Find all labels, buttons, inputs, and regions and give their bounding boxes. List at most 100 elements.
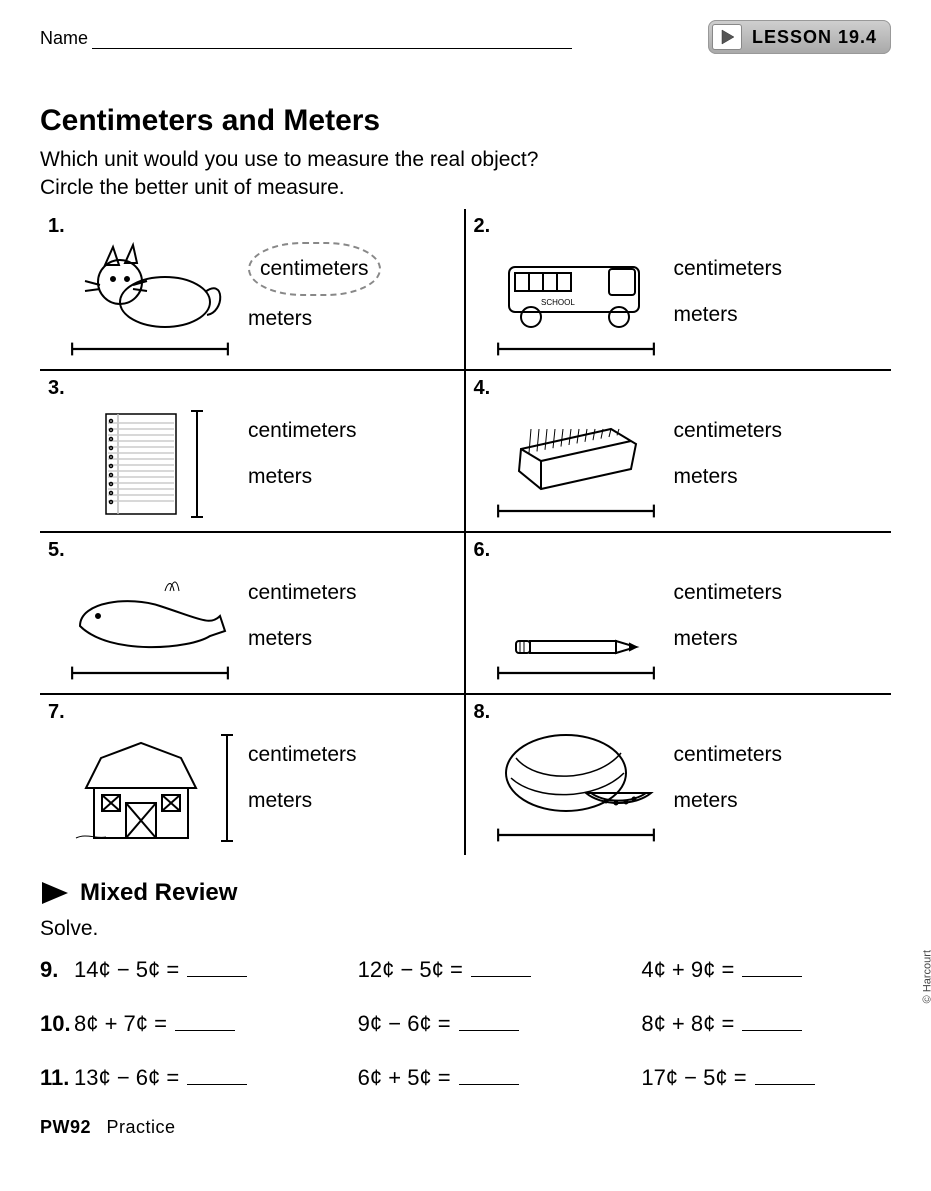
lesson-badge: LESSON 19.4 — [708, 20, 891, 54]
mixed-review-heading: Mixed Review — [40, 879, 891, 907]
choice-meters[interactable]: meters — [248, 307, 312, 330]
mr-number: 10. — [40, 1011, 74, 1037]
svg-text:SCHOOL: SCHOOL — [541, 298, 575, 307]
mixed-review-item: 4¢ + 9¢ = — [607, 955, 891, 983]
header: Name LESSON 19.4 — [40, 20, 891, 54]
question-cell: 5. centimeters meters — [40, 531, 466, 693]
question-cell: 6. centimeters meters — [466, 531, 892, 693]
mixed-review-item: 9¢ − 6¢ = — [324, 1009, 608, 1037]
mr-number: 9. — [40, 957, 74, 983]
mixed-review-item: 10.8¢ + 7¢ = — [40, 1009, 324, 1037]
answer-blank[interactable] — [755, 1063, 815, 1085]
question-number: 8. — [474, 701, 491, 724]
mr-expression: 14¢ − 5¢ = — [74, 957, 179, 982]
mixed-review-row: 10.8¢ + 7¢ = 9¢ − 6¢ = 8¢ + 8¢ = — [40, 1009, 891, 1037]
h-measure-icon — [496, 661, 656, 681]
mixed-review-item: 8¢ + 8¢ = — [607, 1009, 891, 1037]
choice-meters[interactable]: meters — [248, 465, 312, 488]
choice-centimeters[interactable]: centimeters — [674, 581, 783, 604]
mixed-review-item: 11.13¢ − 6¢ = — [40, 1063, 324, 1091]
mixed-review-row: 11.13¢ − 6¢ = 6¢ + 5¢ = 17¢ − 5¢ = — [40, 1063, 891, 1091]
mixed-review-item: 17¢ − 5¢ = — [607, 1063, 891, 1091]
question-number: 1. — [48, 215, 65, 238]
mr-expression: 13¢ − 6¢ = — [74, 1065, 179, 1090]
question-cell: 3. centimeters meters — [40, 369, 466, 531]
name-label: Name — [40, 28, 88, 49]
question-grid: 1. centimeters meters 2. — [40, 209, 891, 855]
answer-blank[interactable] — [459, 1009, 519, 1031]
question-cell: 7. centimeters meters — [40, 693, 466, 855]
object-illustration — [496, 723, 656, 823]
mr-expression: 8¢ + 7¢ = — [74, 1011, 167, 1036]
mixed-review-label: Mixed Review — [80, 879, 237, 907]
choice-meters[interactable]: meters — [674, 789, 738, 812]
answer-blank[interactable] — [187, 955, 247, 977]
mixed-review-item: 12¢ − 5¢ = — [324, 955, 608, 983]
solve-label: Solve. — [40, 917, 891, 941]
mixed-review-item: 9.14¢ − 5¢ = — [40, 955, 324, 983]
choice-centimeters[interactable]: centimeters — [248, 743, 357, 766]
answer-blank[interactable] — [459, 1063, 519, 1085]
mixed-review-row: 9.14¢ − 5¢ = 12¢ − 5¢ = 4¢ + 9¢ = — [40, 955, 891, 983]
mr-expression: 4¢ + 9¢ = — [641, 957, 734, 982]
object-illustration — [96, 409, 186, 519]
choice-centimeters[interactable]: centimeters — [674, 257, 783, 280]
object-illustration — [70, 571, 230, 661]
play-icon — [712, 24, 742, 50]
mr-number: 11. — [40, 1065, 74, 1091]
page-title: Centimeters and Meters — [40, 104, 891, 138]
answer-blank[interactable] — [742, 1009, 802, 1031]
h-measure-icon — [70, 337, 230, 357]
question-cell: 1. centimeters meters — [40, 209, 466, 369]
choice-meters[interactable]: meters — [674, 465, 738, 488]
question-number: 6. — [474, 539, 491, 562]
choice-meters[interactable]: meters — [248, 789, 312, 812]
answer-blank[interactable] — [175, 1009, 235, 1031]
name-field[interactable]: Name — [40, 28, 572, 49]
object-illustration — [506, 631, 646, 661]
answer-blank[interactable] — [471, 955, 531, 977]
question-cell: 2. SCHOOL centimeters meters — [466, 209, 892, 369]
answer-blank[interactable] — [187, 1063, 247, 1085]
mr-expression: 17¢ − 5¢ = — [641, 1065, 746, 1090]
choice-meters[interactable]: meters — [674, 627, 738, 650]
mixed-review-item: 6¢ + 5¢ = — [324, 1063, 608, 1091]
mr-expression: 12¢ − 5¢ = — [358, 957, 463, 982]
v-measure-icon — [220, 733, 234, 843]
mr-expression: 6¢ + 5¢ = — [358, 1065, 451, 1090]
mr-expression: 9¢ − 6¢ = — [358, 1011, 451, 1036]
question-number: 4. — [474, 377, 491, 400]
lesson-label: LESSON 19.4 — [752, 27, 877, 48]
copyright: © Harcourt — [921, 950, 931, 1003]
choice-centimeters[interactable]: centimeters — [248, 242, 381, 296]
h-measure-icon — [496, 823, 656, 843]
h-measure-icon — [496, 337, 656, 357]
object-illustration: SCHOOL — [501, 247, 651, 337]
mixed-review: Mixed Review Solve. 9.14¢ − 5¢ = 12¢ − 5… — [40, 879, 891, 1091]
mr-expression: 8¢ + 8¢ = — [641, 1011, 734, 1036]
mixed-review-rows: 9.14¢ − 5¢ = 12¢ − 5¢ = 4¢ + 9¢ = 10.8¢ … — [40, 955, 891, 1091]
h-measure-icon — [70, 661, 230, 681]
answer-blank[interactable] — [742, 955, 802, 977]
choice-centimeters[interactable]: centimeters — [248, 419, 357, 442]
choice-centimeters[interactable]: centimeters — [248, 581, 357, 604]
v-measure-icon — [190, 409, 204, 519]
object-illustration — [75, 237, 225, 337]
question-number: 2. — [474, 215, 491, 238]
choice-centimeters[interactable]: centimeters — [674, 419, 783, 442]
footer: PW92 Practice — [40, 1117, 891, 1138]
choice-meters[interactable]: meters — [248, 627, 312, 650]
footer-code: PW92 — [40, 1117, 91, 1137]
question-cell: 8. centimeters meters — [466, 693, 892, 855]
triangle-icon — [40, 880, 70, 906]
choice-meters[interactable]: meters — [674, 303, 738, 326]
worksheet-page: Name LESSON 19.4 Centimeters and Meters … — [0, 0, 931, 1158]
object-illustration — [501, 399, 651, 499]
choice-centimeters[interactable]: centimeters — [674, 743, 783, 766]
name-blank[interactable] — [92, 29, 572, 49]
question-number: 7. — [48, 701, 65, 724]
question-number: 5. — [48, 539, 65, 562]
h-measure-icon — [496, 499, 656, 519]
question-number: 3. — [48, 377, 65, 400]
footer-label: Practice — [107, 1117, 176, 1137]
